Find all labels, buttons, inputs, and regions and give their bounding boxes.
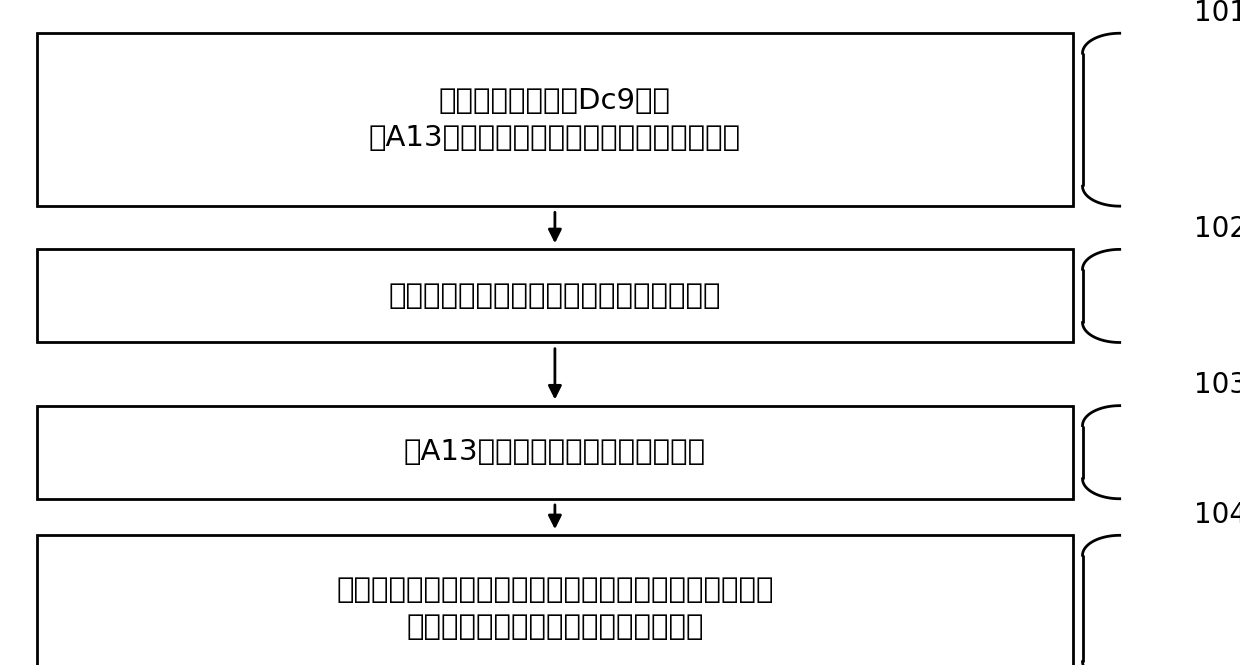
Text: 102: 102 — [1194, 215, 1240, 243]
Bar — [37, 406, 1073, 499]
Text: 所述十二位可逆计数器进行初始值设置: 所述十二位可逆计数器进行初始值设置 — [407, 612, 703, 641]
Text: 104: 104 — [1194, 501, 1240, 529]
Text: 当状态诊断异常时，通过粗码、精码通道电平时序特征对: 当状态诊断异常时，通过粗码、精码通道电平时序特征对 — [336, 576, 774, 604]
Bar — [37, 249, 1073, 342]
Text: 根据转向信号对十二位可逆计数器进行设置: 根据转向信号对十二位可逆计数器进行设置 — [388, 282, 722, 310]
Text: 将精码测角度数据Dc9状态: 将精码测角度数据Dc9状态 — [439, 87, 671, 116]
Text: 对A13通道与精码通道进行状态诊断: 对A13通道与精码通道进行状态诊断 — [404, 438, 706, 466]
Text: 101: 101 — [1194, 0, 1240, 27]
Text: 与A13通道信号进行时序融合，得到转向信号: 与A13通道信号进行时序融合，得到转向信号 — [368, 124, 742, 152]
Text: 103: 103 — [1194, 371, 1240, 399]
Bar — [37, 535, 1073, 665]
Bar — [37, 33, 1073, 206]
